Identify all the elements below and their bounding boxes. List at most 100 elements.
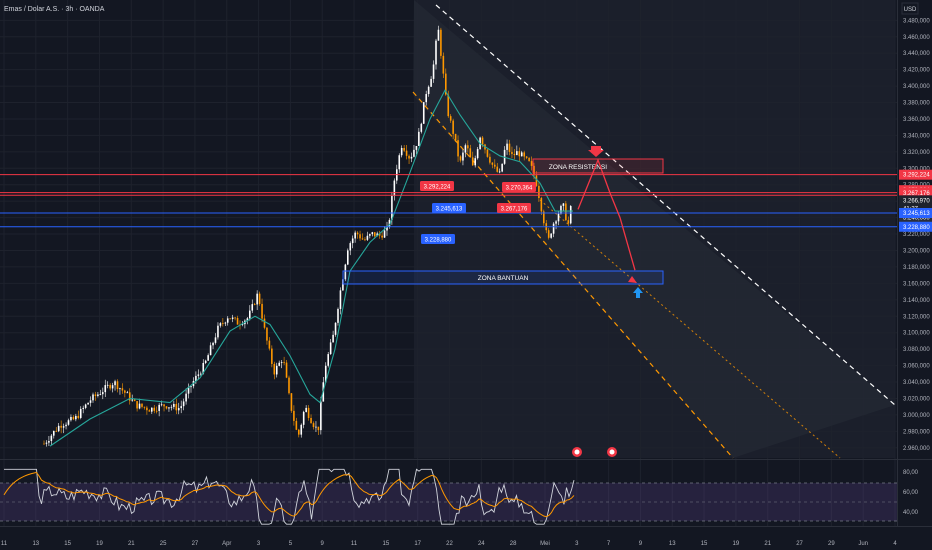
candle-body: [459, 156, 462, 161]
candle-body: [440, 29, 442, 56]
support-zone[interactable]: [342, 270, 664, 285]
time-tick-label: 9: [321, 541, 325, 547]
price-tick-label: 3.400,000: [903, 84, 930, 90]
candle-body: [442, 55, 445, 74]
down-arrow-icon: [588, 146, 604, 157]
candle-body: [332, 334, 334, 343]
candle-body: [60, 425, 62, 428]
price-tag-3292-label: 3.292,224: [903, 173, 930, 179]
candle-body: [476, 149, 479, 159]
price-tick-label: 3.420,000: [903, 68, 930, 74]
up-arrow-icon: [633, 287, 643, 298]
time-tick-label: 19: [96, 541, 103, 547]
price-tick-label: 3.180,000: [903, 265, 930, 271]
price-tick-label: 3.440,000: [903, 51, 930, 57]
candle-body: [364, 239, 366, 241]
projection-arrow-head: [628, 276, 637, 283]
price-tick-label: 3.480,000: [903, 18, 930, 24]
candle-body: [393, 180, 396, 196]
time-tick-label: 17: [414, 541, 421, 547]
candle-body: [121, 388, 124, 391]
candle-body: [506, 143, 508, 150]
candle-body: [481, 137, 484, 145]
candle-body: [143, 406, 146, 408]
candle-body: [400, 147, 403, 156]
candle-body: [349, 243, 352, 251]
time-tick-label: 11: [1, 541, 8, 547]
descending-channel-fill: [413, 0, 895, 458]
candle-body: [273, 363, 276, 375]
candle-body: [447, 94, 450, 117]
price-tick-label: 3.320,000: [903, 150, 930, 156]
time-tick-label: 3: [575, 541, 579, 547]
candle-body: [508, 143, 511, 152]
price-tick-label: 3.300,000: [903, 166, 930, 172]
candle-body: [87, 402, 89, 405]
candle-body: [231, 317, 234, 319]
candle-body: [369, 234, 371, 236]
svg-text:3.270,364: 3.270,364: [506, 186, 533, 192]
candle-body: [366, 235, 369, 240]
candle-body: [253, 304, 256, 305]
time-tick-label: 21: [128, 541, 135, 547]
price-tick-label: 3.020,000: [903, 396, 930, 402]
candle-body: [109, 384, 111, 389]
time-tick-label: 13: [32, 541, 39, 547]
candle-body: [530, 161, 533, 166]
price-axis[interactable]: [898, 0, 932, 550]
candle-body: [317, 426, 320, 431]
time-tick-label: 3: [257, 541, 261, 547]
candle-body: [141, 403, 143, 407]
candle-body: [119, 388, 121, 390]
candle-body: [467, 145, 469, 149]
candle-body: [307, 407, 310, 418]
candle-body: [275, 365, 278, 375]
candle-body: [57, 425, 60, 432]
candle-body: [278, 362, 280, 366]
time-tick-label: 19: [733, 541, 740, 547]
horizontal-levels: [0, 174, 897, 228]
candle-body: [398, 155, 401, 170]
candle-body: [195, 375, 197, 382]
price-tag-3240-label: 3.240,000: [903, 216, 930, 222]
candle-body: [565, 203, 567, 221]
candle-body: [452, 120, 454, 134]
candle-body: [388, 219, 391, 227]
price-tag-3267-label: 3.267,176: [903, 191, 930, 197]
candle-body: [190, 386, 192, 388]
time-tick-label: 15: [383, 541, 390, 547]
candle-body: [344, 264, 347, 280]
time-tick-label: Apr: [222, 541, 231, 547]
candle-body: [562, 203, 565, 206]
candle-body: [165, 406, 168, 409]
candle-body: [207, 355, 209, 361]
candle-body: [94, 394, 97, 396]
candle-body: [82, 407, 84, 409]
candle-body: [327, 354, 329, 366]
calendar-event-icon[interactable]: [607, 447, 617, 457]
candle-body: [315, 426, 317, 428]
candle-body: [170, 406, 173, 408]
price-tag-3245-label: 3.245,613: [903, 211, 930, 217]
time-tick-label: 21: [764, 541, 771, 547]
candle-body: [146, 407, 148, 411]
price-tick-label: 3.360,000: [903, 117, 930, 123]
channel-upper-line: [435, 4, 896, 406]
candle-series: [43, 25, 572, 447]
candle-body: [43, 443, 45, 445]
candle-body: [351, 238, 354, 244]
price-tick-label: 3.380,000: [903, 101, 930, 107]
candle-body: [324, 365, 327, 383]
candle-body: [77, 415, 80, 418]
price-tick-label: 3.060,000: [903, 364, 930, 370]
price-tick-label: 2.960,000: [903, 446, 930, 452]
time-axis-ticks: 11 13 15 19 21 25 27 Apr 3 5 9 11 15 17 22 24 28 Mei 3 7 9 13…: [1, 541, 897, 547]
candle-body: [300, 424, 303, 435]
price-tick-label: 3.040,000: [903, 380, 930, 386]
time-tick-label: 15: [701, 541, 708, 547]
level-tag-3292: 3.292,224: [420, 181, 454, 191]
candle-body: [302, 411, 305, 425]
calendar-event-icon[interactable]: [572, 447, 582, 457]
price-tick-label: 3.340,000: [903, 133, 930, 139]
